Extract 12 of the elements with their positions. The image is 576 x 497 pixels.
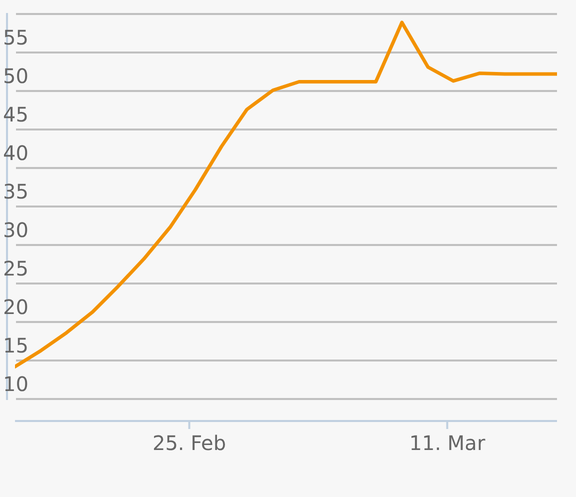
y-tick-label: 55 xyxy=(3,26,28,50)
y-tick-label: 25 xyxy=(3,256,28,281)
y-tick-label: 10 xyxy=(3,372,28,396)
x-tick-label: 25. Feb xyxy=(152,431,226,456)
y-tick-label: 50 xyxy=(3,64,28,88)
y-tick-label: 30 xyxy=(3,218,28,242)
x-tick-label: 11. Mar xyxy=(409,431,486,456)
y-tick-label: 40 xyxy=(3,141,28,166)
y-tick-label: 20 xyxy=(3,295,28,320)
y-tick-label: 45 xyxy=(3,102,28,127)
y-tick-label: 15 xyxy=(3,334,28,358)
y-tick-label: 35 xyxy=(3,180,28,204)
